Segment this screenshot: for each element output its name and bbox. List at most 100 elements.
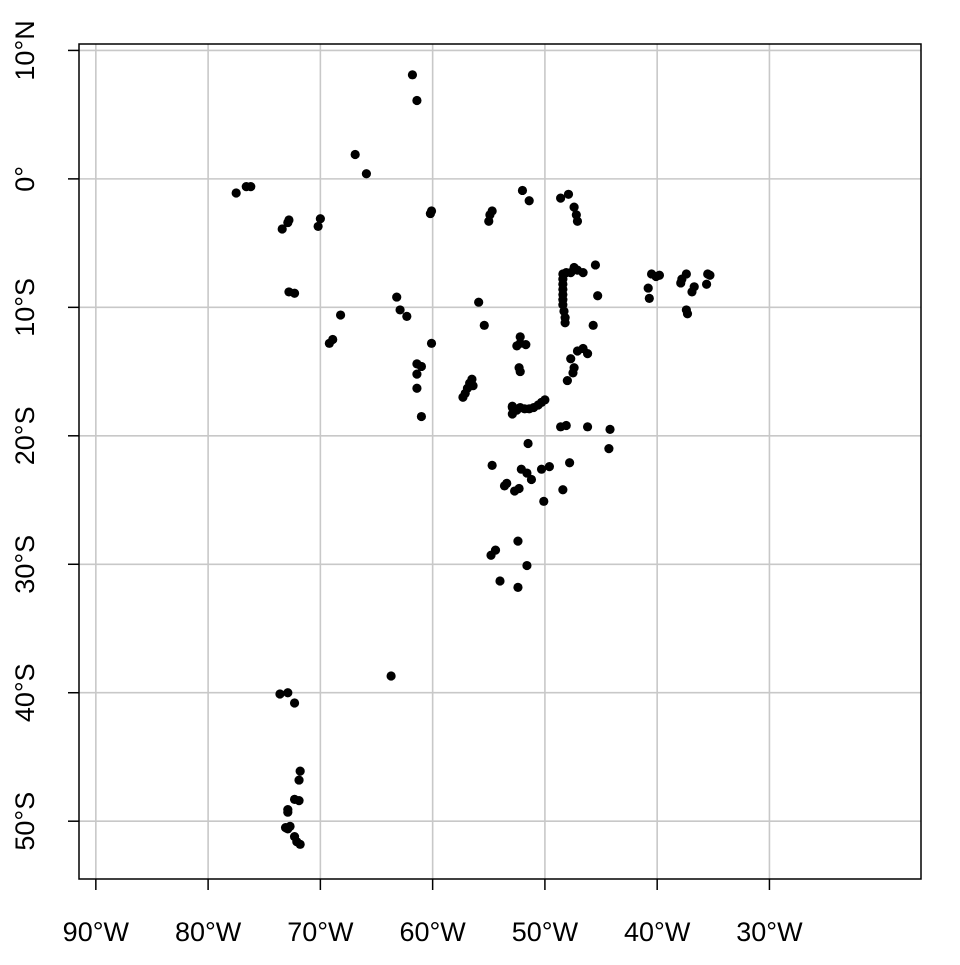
data-point — [386, 671, 396, 681]
data-point — [536, 464, 547, 474]
data-point — [526, 474, 537, 485]
y-axis: 10°N 0° 10°S 20°S 30°S 40°S 50°S — [10, 20, 79, 851]
x-tick-label: 90°W — [63, 917, 130, 947]
data-point — [416, 411, 427, 422]
data-point — [560, 318, 570, 328]
y-tick-label: 10°N — [10, 20, 40, 80]
y-tick-label: 30°S — [10, 535, 40, 594]
data-point — [487, 460, 497, 470]
x-tick-label: 40°W — [624, 917, 691, 947]
data-point — [350, 149, 360, 160]
data-point — [562, 375, 572, 386]
data-point — [558, 485, 568, 495]
data-point — [426, 338, 437, 348]
data-point — [654, 270, 665, 280]
data-point — [295, 766, 305, 776]
data-point — [328, 334, 338, 345]
data-point — [392, 292, 402, 302]
x-tick-label: 70°W — [287, 917, 354, 947]
data-point — [284, 215, 294, 225]
data-point — [484, 216, 494, 226]
data-point — [495, 576, 505, 586]
data-point — [524, 196, 534, 206]
data-point — [705, 270, 715, 280]
data-point — [513, 536, 523, 546]
y-tick-label: 0° — [10, 166, 40, 192]
plot-frame — [78, 43, 922, 880]
x-tick-label: 50°W — [512, 917, 579, 947]
data-point — [604, 444, 614, 454]
y-tick-label: 10°S — [10, 278, 40, 337]
data-point — [283, 807, 293, 817]
data-point — [407, 70, 418, 80]
data-point — [315, 214, 325, 224]
data-point — [513, 582, 523, 592]
data-point — [275, 689, 285, 699]
data-point — [590, 260, 601, 270]
data-point — [568, 368, 578, 378]
data-point — [701, 279, 712, 289]
data-point — [289, 698, 300, 708]
data-point — [283, 688, 293, 698]
data-point — [231, 188, 241, 198]
data-point — [588, 320, 598, 330]
data-point — [490, 545, 501, 555]
data-point — [502, 478, 512, 488]
data-point — [643, 283, 653, 293]
data-point — [294, 796, 304, 806]
data-point — [294, 775, 304, 785]
data-point — [593, 291, 603, 301]
data-point — [507, 401, 517, 411]
data-point — [361, 169, 372, 179]
grid-lines — [79, 44, 921, 879]
data-point — [566, 354, 576, 364]
data-point — [425, 208, 435, 219]
data-point — [412, 369, 422, 379]
data-point — [289, 288, 300, 298]
data-point — [515, 332, 525, 342]
data-point — [412, 95, 422, 106]
y-tick-label: 40°S — [10, 663, 40, 722]
data-points — [231, 70, 715, 849]
data-point — [544, 462, 554, 472]
x-tick-label: 30°W — [736, 917, 803, 947]
data-point — [402, 311, 412, 321]
data-point — [517, 185, 528, 196]
data-point — [474, 297, 484, 307]
data-point — [522, 468, 532, 478]
data-point — [246, 181, 256, 192]
data-point — [578, 268, 588, 278]
data-point — [561, 420, 571, 431]
data-point — [468, 381, 478, 391]
x-tick-label: 80°W — [175, 917, 242, 947]
data-point — [515, 366, 525, 377]
data-point — [335, 310, 346, 320]
data-point — [689, 282, 699, 292]
data-point — [572, 216, 583, 226]
x-tick-label: 60°W — [399, 917, 466, 947]
data-point — [521, 340, 531, 350]
data-point — [416, 361, 427, 372]
data-point — [540, 395, 550, 405]
data-point — [295, 839, 305, 849]
y-tick-label: 50°S — [10, 792, 40, 851]
x-axis: 90°W 80°W 70°W 60°W 50°W 40°W 30°W — [63, 879, 803, 947]
data-point — [582, 422, 593, 432]
data-point — [563, 189, 574, 199]
data-point — [644, 293, 654, 303]
data-point — [569, 202, 579, 212]
y-tick-label: 20°S — [10, 406, 40, 465]
data-point — [285, 821, 295, 831]
data-point — [313, 221, 323, 232]
data-point — [565, 458, 575, 468]
data-point — [512, 341, 522, 351]
data-point — [514, 483, 524, 494]
data-point — [277, 224, 287, 234]
data-point — [582, 348, 593, 359]
data-point — [522, 560, 532, 571]
data-point — [556, 193, 566, 203]
data-point — [412, 383, 422, 393]
